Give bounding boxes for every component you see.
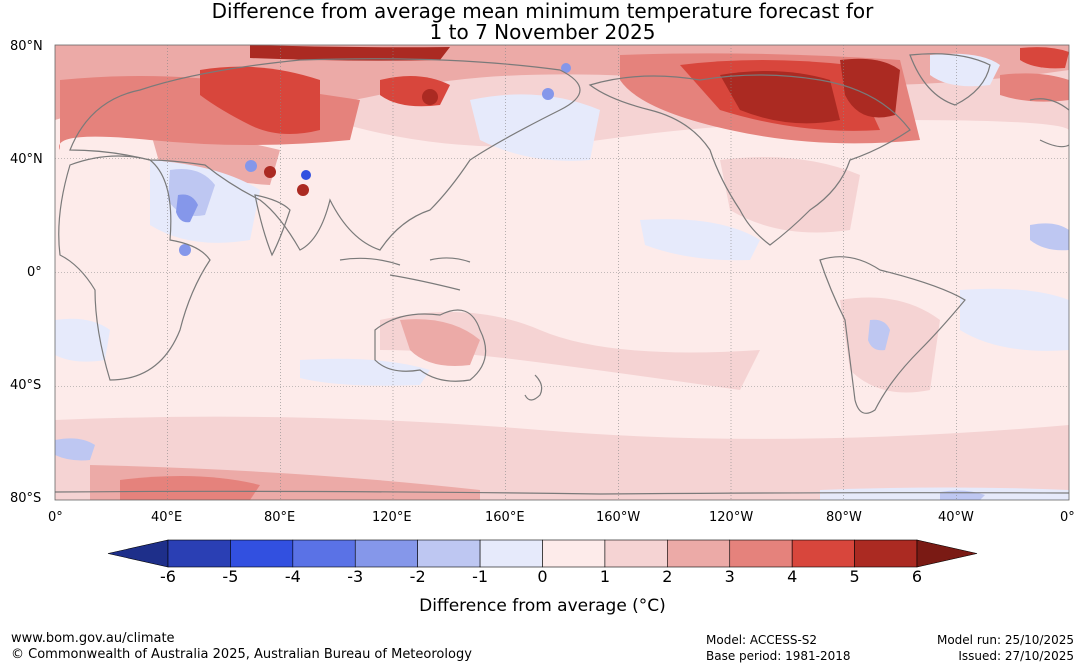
lon-label-120e: 120°E [372, 510, 412, 525]
colorbar-tick-label: -5 [222, 567, 239, 586]
colorbar-tick-label: 4 [787, 567, 798, 586]
colorbar-bin [167, 539, 231, 568]
colorbar-bin [417, 539, 481, 568]
footer-model-run: Model run: 25/10/2025 [936, 633, 1074, 647]
graticule [55, 45, 1069, 500]
colorbar-bin [542, 539, 606, 568]
lon-label-80w: 80°W [826, 510, 862, 525]
lat-label-40s: 40°S [10, 378, 42, 393]
footer-base-period: Base period: 1981-2018 [706, 649, 851, 663]
chart-title-line1: Difference from average mean minimum tem… [211, 0, 874, 23]
colorbar-tick-label: -1 [472, 567, 489, 586]
colorbar-tick-label: -3 [347, 567, 364, 586]
coastlines [55, 53, 1069, 495]
colorbar-tick-label: 0 [537, 567, 548, 586]
colorbar-bin [292, 539, 356, 568]
anomaly-contours [55, 45, 1069, 500]
colorbar-extend-low [107, 539, 169, 568]
colorbar-bin [354, 539, 418, 568]
chart-title-line2: 1 to 7 November 2025 [429, 20, 656, 44]
footer-copyright: © Commonwealth of Australia 2025, Austra… [11, 647, 472, 662]
lon-label-40e: 40°E [151, 510, 183, 525]
colorbar-tick-label: 2 [662, 567, 673, 586]
colorbar-tick-label: -6 [160, 567, 176, 586]
lon-label-0-left: 0° [48, 510, 63, 525]
colorbar-bin [479, 539, 543, 568]
colorbar-extend-high [916, 539, 978, 568]
colorbar-tick-label: -2 [409, 567, 426, 586]
lon-label-80e: 80°E [264, 510, 296, 525]
lat-label-80s: 80°S [10, 491, 42, 506]
lon-label-160w: 160°W [596, 510, 641, 525]
lon-label-160e: 160°E [485, 510, 525, 525]
lat-label-0: 0° [27, 265, 42, 280]
lon-label-120w: 120°W [709, 510, 754, 525]
lon-label-0-right: 0° [1060, 510, 1075, 525]
colorbar-bin [230, 539, 294, 568]
footer-issued: Issued: 27/10/2025 [958, 649, 1074, 663]
lon-label-40w: 40°W [938, 510, 974, 525]
colorbar-tick-label: 3 [724, 567, 735, 586]
colorbar-bin [791, 539, 855, 568]
colorbar [107, 539, 978, 568]
colorbar-bin [729, 539, 793, 568]
footer-url[interactable]: www.bom.gov.au/climate [11, 631, 175, 646]
colorbar-tick-label: 6 [911, 567, 923, 586]
lat-label-40n: 40°N [10, 152, 43, 167]
footer-model: Model: ACCESS-S2 [706, 633, 818, 647]
colorbar-label: Difference from average (°C) [419, 596, 666, 616]
colorbar-tick-label: 1 [599, 567, 610, 586]
colorbar-tick-label: 5 [849, 567, 860, 586]
colorbar-tick-label: -4 [284, 567, 301, 586]
lat-label-80n: 80°N [10, 39, 43, 54]
colorbar-bin [604, 539, 668, 568]
colorbar-bin [854, 539, 918, 568]
colorbar-bin [667, 539, 731, 568]
